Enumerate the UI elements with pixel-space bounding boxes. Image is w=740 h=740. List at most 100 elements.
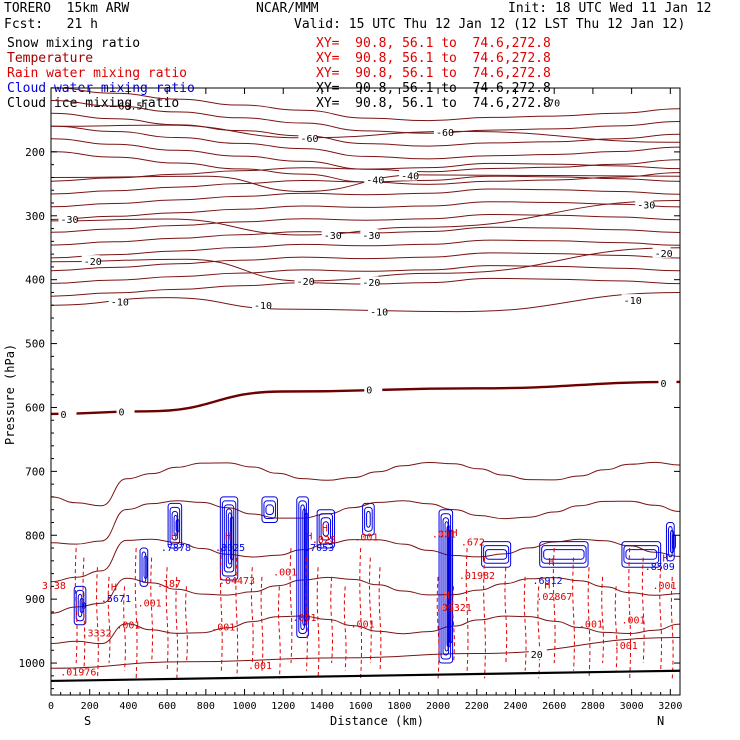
rain-water-contour (330, 576, 333, 664)
isotherm-label-bg (368, 305, 387, 317)
isotherm-label-bg (81, 255, 100, 267)
header: TORERO 15km ARW NCAR/MMM Init: 18 UTC We… (0, 0, 740, 111)
isotherm-label: -10 (254, 301, 272, 312)
isotherm-label: -10 (111, 297, 129, 308)
isotherm-line-lower (50, 576, 681, 614)
isotherm-line (50, 112, 681, 147)
forecast-hour: Fcst: 21 h (4, 17, 98, 32)
high-marker: H (111, 582, 117, 593)
cloud-water-contour (623, 545, 660, 564)
cloud-water-contour (671, 533, 676, 550)
rain-water-contour (316, 567, 320, 679)
rain-water-contour (368, 557, 372, 664)
isotherm-label: -20 (84, 257, 102, 268)
rain-water-contour (359, 548, 363, 679)
isotherm-label-bg (116, 405, 135, 417)
init-time: Init: 18 UTC Wed 11 Jan 12 (508, 1, 712, 16)
rain-value-label: .001 (652, 581, 676, 592)
x-tick-label: 2000 (426, 701, 450, 712)
cloud-water-contour (621, 541, 662, 568)
rain-value-label: .001 (432, 529, 456, 540)
isotherm-line (50, 162, 681, 182)
cloud-water-contour (73, 585, 87, 626)
cloud-water-contour (316, 509, 336, 549)
rain-water-contour (601, 576, 604, 664)
legend-rain: Rain water mixing ratio (7, 66, 188, 81)
cloud-water-contour (366, 510, 371, 528)
x-tick-label: 3200 (658, 701, 682, 712)
rain-water-contour (614, 586, 618, 671)
rain-water-contour (628, 548, 632, 679)
rain-water-contour (82, 557, 86, 671)
rain-water-contour (185, 586, 188, 664)
cloud-water-contour (79, 597, 84, 614)
legend-snow-xy: XY= 90.8, 56.1 to 74.6,272.8 (316, 36, 551, 51)
cloud-water-contour (296, 496, 309, 638)
isotherm-line (50, 265, 681, 284)
high-marker: H (548, 557, 554, 568)
cloud-water-contour (322, 521, 330, 537)
high-marker: H (444, 591, 450, 602)
isotherm-line-lower (50, 461, 681, 507)
extremum-label: -70 (542, 99, 560, 110)
rain-value-label: .001 (621, 616, 645, 627)
rain-value-label: .001 (579, 619, 603, 630)
cloud-water-contour (261, 496, 278, 523)
x-tick-label: 2800 (581, 701, 605, 712)
isotherm-line (50, 188, 681, 208)
isotherm-label-bg (58, 407, 77, 419)
isotherm-label: 0 (119, 407, 125, 418)
legend-temperature: Temperature (7, 51, 94, 66)
isotherm-label: 0 (660, 379, 666, 390)
rain-water-contour (134, 548, 138, 679)
cloud-water-contour (265, 504, 274, 515)
rain-water-contour (436, 576, 440, 679)
rain-value-label: .001 (248, 661, 272, 672)
rain-value-label: .04473 (219, 576, 255, 587)
rain-water-contour (74, 548, 78, 664)
cloud-water-contour (221, 500, 237, 577)
isotherm-label-bg (360, 276, 379, 288)
rain-water-contours (74, 548, 674, 679)
ground-surface (50, 669, 681, 683)
isotherm--30 (50, 200, 681, 236)
isotherm--20 (50, 247, 681, 282)
contour-labels: -60 -60 -40 -40 -30 -30 -30 -30 -20 -20 -20 -20 -10 -… (42, 99, 677, 679)
cloud-water-contour (481, 541, 512, 568)
rain-value-label: .01982 (459, 571, 495, 582)
isotherm-line (50, 87, 681, 122)
rain-water-contour (305, 557, 308, 671)
rain-water-contour (641, 557, 645, 664)
isotherm-label: -20 (297, 277, 315, 288)
cloud-water-contour (143, 555, 148, 579)
isotherm--10 (50, 292, 681, 313)
isotherm-label: -20 (362, 278, 380, 289)
cloud-water-contour (483, 545, 510, 564)
isotherm--40 (50, 174, 681, 193)
rain-water-contour (483, 557, 486, 679)
high-marker: H (451, 528, 457, 539)
isotherm-line (50, 201, 681, 220)
isotherm-20 (50, 637, 681, 669)
x-tick-label: 600 (158, 701, 176, 712)
high-marker: H (171, 531, 177, 542)
x-tick-label: 800 (197, 701, 215, 712)
rain-value-label: .001 (138, 598, 162, 609)
cloud-water-contour (173, 514, 178, 537)
x-tick-label: 2200 (465, 701, 489, 712)
extremum-label: -68.51 (112, 101, 148, 112)
rain-water-contour (123, 586, 126, 671)
plot-frame (50, 87, 681, 696)
y-tick-label: 900 (25, 593, 45, 606)
high-marker: H (322, 524, 328, 535)
isotherm-line (50, 213, 681, 233)
isotherm-label: -10 (624, 296, 642, 307)
rain-water-contour (452, 586, 455, 664)
isotherm-label-bg (252, 299, 271, 311)
rain-water-contour (523, 576, 527, 671)
rain-value-label: .001 (351, 619, 375, 630)
cloud-water-contour (665, 521, 675, 562)
y-tick-label: 700 (25, 465, 45, 478)
cloud-water-contour (446, 525, 451, 648)
